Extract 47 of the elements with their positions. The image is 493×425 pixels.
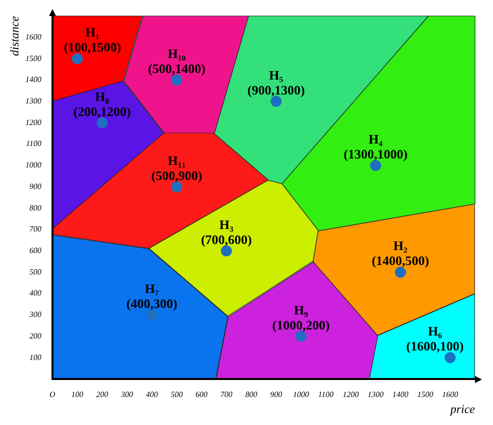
y-axis-title: distance xyxy=(7,15,22,56)
annotation: H₂ (1400,500) xyxy=(372,238,430,268)
y-tick-label: 1600 xyxy=(25,32,42,42)
y-tick-label: 900 xyxy=(29,182,42,191)
x-tick-label: 600 xyxy=(196,390,208,399)
x-axis-title: price xyxy=(449,402,476,416)
y-tick-label: 300 xyxy=(28,310,42,320)
annotation: H₆ (1600,100) xyxy=(406,324,464,354)
annotation: H₁₁ (500,900) xyxy=(151,152,202,183)
annotation: H₈ (200,1200) xyxy=(73,88,131,119)
annotation: H₅ (900,1300) xyxy=(247,67,305,98)
x-tick-label: 1200 xyxy=(342,390,359,399)
x-tick-label: 1000 xyxy=(292,390,309,399)
x-tick-label: 400 xyxy=(146,390,158,399)
annotation: H₄ (1300,1000) xyxy=(344,131,408,162)
x-tick-label: 1100 xyxy=(318,390,334,399)
x-tick-label: 1400 xyxy=(392,390,408,399)
y-tick-label: 1100 xyxy=(26,139,42,148)
annotation: H₁ (100,1500) xyxy=(64,24,122,55)
x-tick-label: 1500 xyxy=(417,390,434,399)
x-tick-label: 700 xyxy=(220,390,232,399)
y-tick-label: 800 xyxy=(29,203,42,212)
annotation: H₁₀ (500,1400) xyxy=(148,46,206,76)
y-tick-label: 600 xyxy=(29,246,42,255)
x-tick-label: 900 xyxy=(270,390,282,399)
y-tick-label: 1200 xyxy=(25,118,42,127)
x-tick-label: 500 xyxy=(170,390,183,399)
x-tick-label: 1300 xyxy=(368,390,384,399)
x-tick-label: 300 xyxy=(120,390,133,399)
point xyxy=(444,352,456,364)
y-tick-label: 1400 xyxy=(25,75,42,84)
y-tick-label: 200 xyxy=(29,331,42,340)
annotation: H₃ (700,600) xyxy=(200,216,252,247)
y-tick-label: 400 xyxy=(29,288,42,298)
x-tick-label: 100 xyxy=(71,390,84,399)
y-tick-label: 1000 xyxy=(25,160,42,170)
y-tick-label: 100 xyxy=(29,352,42,362)
y-tick-label: 1300 xyxy=(25,96,42,106)
annotation: H₉ (1000,200) xyxy=(272,302,330,332)
x-tick-label: 200 xyxy=(96,390,108,399)
x-tick-label: 800 xyxy=(245,390,258,399)
x-tick-label: 1600 xyxy=(442,390,458,399)
y-tick-label: 700 xyxy=(29,224,42,234)
x-tick-label: O xyxy=(50,390,56,399)
y-tick-label: 500 xyxy=(29,267,42,276)
annotation: H₇ (400,300) xyxy=(126,280,178,311)
y-tick-label: 1500 xyxy=(25,54,42,63)
